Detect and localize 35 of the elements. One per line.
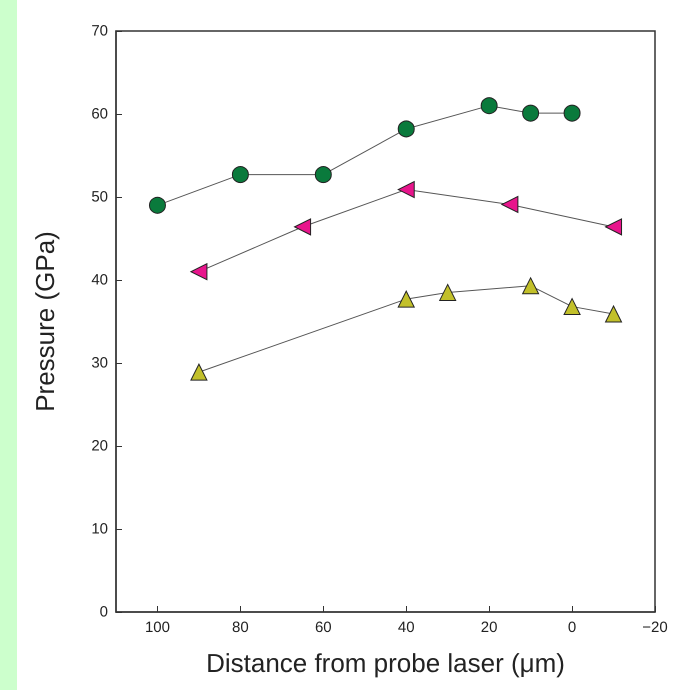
point (314, 166, 332, 184)
point (522, 104, 540, 122)
point (605, 306, 622, 323)
point (605, 218, 622, 236)
x-tick-label: 20 (480, 619, 498, 636)
point (294, 218, 312, 236)
point (148, 196, 166, 214)
point (232, 166, 249, 184)
point (564, 298, 581, 316)
point (564, 104, 581, 122)
x-tick-label: 100 (144, 619, 170, 636)
y-tick-label: 40 (91, 272, 108, 288)
point (398, 120, 415, 138)
point (501, 196, 518, 213)
y-tick-label: 10 (91, 520, 108, 538)
y-tick-label: 0 (100, 604, 108, 620)
point (398, 290, 415, 308)
y-tick-label: 30 (91, 354, 108, 372)
y-tick-label: 50 (91, 188, 108, 206)
point (480, 97, 498, 114)
x-tick-label: −20 (642, 619, 668, 636)
point (190, 364, 208, 381)
x-tick-label: 80 (232, 619, 249, 636)
point (190, 263, 208, 280)
point (522, 277, 540, 294)
x-axis-title: Distance from probe laser (μm) (206, 648, 565, 678)
y-axis-title: Pressure (GPa) (30, 231, 60, 412)
x-tick-label: 0 (568, 619, 576, 636)
point (439, 284, 456, 301)
x-tick-label: 40 (398, 619, 415, 636)
y-tick-label: 70 (91, 22, 108, 40)
x-tick-label: 60 (314, 619, 332, 636)
y-tick-label: 60 (91, 106, 108, 122)
point (398, 181, 415, 198)
y-tick-label: 20 (91, 438, 108, 454)
